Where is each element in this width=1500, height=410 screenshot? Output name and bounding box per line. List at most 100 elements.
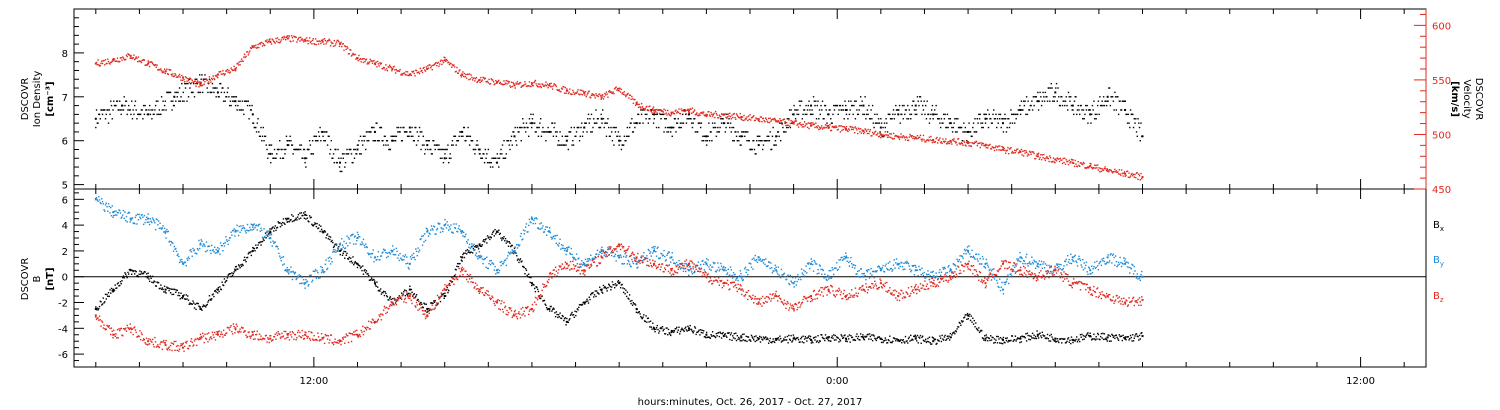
ion-density-point [865,113,868,116]
bx-point [488,236,490,238]
velocity-point [283,35,285,38]
ion-density-point [759,140,762,142]
velocity-point [532,84,534,87]
velocity-point [437,61,439,64]
bx-point [177,294,179,297]
ion-density-point [1127,113,1130,116]
bx-point [967,318,970,320]
velocity-point [1020,148,1023,151]
by-point [265,234,267,236]
velocity-point [449,62,451,65]
by-point [219,242,222,244]
ion-density-point [921,113,923,116]
ion-density-point [574,135,576,138]
ion-density-point [388,148,390,151]
bx-point [679,330,682,333]
ion-density-point [376,122,378,124]
velocity-point [592,94,594,96]
bx-point [738,336,740,339]
by-point [127,212,129,215]
ion-density-point [714,122,716,124]
ion-density-point [372,140,374,142]
bx-point [1021,335,1023,337]
ion-density-point [308,140,311,142]
ion-density-point [1016,113,1019,116]
bx-point [404,294,407,297]
bx-point [995,339,997,341]
ion-density-point [530,122,533,125]
ion-density-point [870,109,872,111]
bx-point [313,223,315,226]
ion-density-point [490,161,493,164]
velocity-point [121,59,123,61]
bx-point [570,313,573,315]
by-point [130,219,132,221]
velocity-point [867,128,869,131]
ion-density-point [1141,135,1143,138]
ion-density-point [1139,140,1141,142]
ion-density-point [462,126,465,129]
velocity-point [118,60,120,63]
by-point [186,257,188,260]
velocity-point [237,64,240,66]
by-point [153,220,155,222]
velocity-point [169,69,172,71]
ion-density-point [593,122,596,124]
bx-point [961,321,964,323]
by-point [249,226,251,229]
velocity-point [376,66,378,68]
ion-density-point [1100,104,1103,107]
velocity-point [479,81,481,84]
velocity-point [307,42,309,45]
velocity-point [126,55,128,58]
ion-density-point [175,100,177,102]
velocity-point [395,68,398,71]
bx-point [758,337,760,340]
by-point [329,263,332,265]
bx-point [738,338,741,340]
ion-density-point [255,131,258,133]
bx-point [880,338,882,340]
by-point [653,249,656,252]
velocity-point [847,128,850,130]
bx-point [759,341,762,343]
ion-density-point [381,140,383,142]
bx-point [218,290,220,293]
ion-density-point [649,118,651,120]
bx-point [1081,333,1083,336]
velocity-point [670,113,673,115]
ion-density-point [1123,100,1125,102]
bx-point [400,292,403,294]
ion-density-point [253,126,256,129]
bx-point [1075,338,1077,341]
velocity-point [682,109,684,112]
bx-point [916,340,918,342]
bx-point [530,284,533,287]
velocity-point [780,120,783,122]
ion-density-point [436,144,439,146]
ion-density-point [1134,122,1136,124]
velocity-point [834,126,836,129]
velocity-point [953,138,955,140]
bottom-ylabel-line3: [nT] [45,267,56,290]
data-points [94,35,1144,352]
bx-point [945,338,948,340]
bx-point [939,337,942,339]
velocity-point [903,135,905,138]
ion-density-point [925,118,928,120]
velocity-point [862,129,864,131]
velocity-point [990,148,992,150]
velocity-point [317,43,320,45]
velocity-point [873,133,875,135]
ion-density-point [613,144,615,146]
ion-density-point [771,135,774,138]
velocity-point [509,85,511,87]
ion-density-point [616,135,618,138]
ion-density-point [494,157,496,159]
velocity-point [1034,157,1036,160]
velocity-point [739,112,741,115]
ion-density-point [304,157,307,160]
ion-density-point [738,135,741,138]
velocity-point [575,92,578,95]
velocity-point [1122,175,1124,177]
